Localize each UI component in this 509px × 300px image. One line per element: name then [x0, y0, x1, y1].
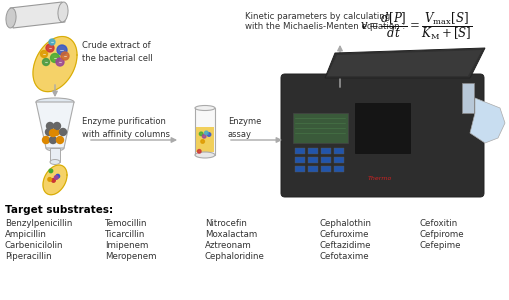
Bar: [50, 148, 60, 162]
Circle shape: [56, 58, 64, 66]
Circle shape: [42, 58, 49, 65]
Circle shape: [201, 140, 204, 143]
Circle shape: [57, 45, 67, 55]
Bar: [294, 148, 304, 154]
Text: Carbenicilolin: Carbenicilolin: [5, 241, 64, 250]
Ellipse shape: [36, 98, 74, 106]
Text: Kinetic parameters by calculating: Kinetic parameters by calculating: [244, 12, 389, 21]
Circle shape: [46, 122, 53, 130]
Text: Nitrocefin: Nitrocefin: [205, 219, 246, 228]
Ellipse shape: [50, 160, 60, 164]
Bar: [307, 166, 318, 172]
Bar: [320, 148, 330, 154]
Text: Imipenem: Imipenem: [105, 241, 148, 250]
Polygon shape: [10, 2, 65, 28]
Polygon shape: [36, 102, 74, 148]
Circle shape: [202, 134, 206, 138]
Circle shape: [45, 128, 52, 136]
Circle shape: [50, 53, 60, 62]
Bar: [307, 157, 318, 163]
Ellipse shape: [6, 8, 16, 28]
Text: Ceftazidime: Ceftazidime: [319, 241, 371, 250]
Bar: [294, 166, 304, 172]
Circle shape: [56, 136, 64, 143]
Text: Aztreonam: Aztreonam: [205, 241, 251, 250]
Bar: [333, 166, 344, 172]
Circle shape: [40, 50, 47, 58]
Text: Meropenem: Meropenem: [105, 252, 156, 261]
Bar: [294, 157, 304, 163]
Polygon shape: [326, 50, 481, 76]
Bar: [333, 148, 344, 154]
Text: Temocillin: Temocillin: [105, 219, 147, 228]
Bar: [320, 166, 330, 172]
Text: Cefotaxime: Cefotaxime: [319, 252, 369, 261]
Text: Target substrates:: Target substrates:: [5, 205, 113, 215]
Circle shape: [197, 149, 201, 153]
Text: $v = \dfrac{d[P]}{dt} = \dfrac{V_{\rm max}[S]}{K_{\rm M} + [S]}$: $v = \dfrac{d[P]}{dt} = \dfrac{V_{\rm ma…: [359, 10, 471, 42]
Text: Cefpirome: Cefpirome: [419, 230, 464, 239]
Circle shape: [51, 178, 55, 182]
Circle shape: [48, 178, 51, 181]
Polygon shape: [324, 48, 484, 78]
Circle shape: [60, 128, 66, 136]
Text: Cefuroxime: Cefuroxime: [319, 230, 369, 239]
Circle shape: [49, 39, 55, 45]
Bar: [354, 103, 409, 153]
Circle shape: [49, 130, 56, 136]
Text: Crude extract of
the bacterial cell: Crude extract of the bacterial cell: [82, 41, 153, 63]
Circle shape: [49, 169, 52, 173]
Text: Cefepime: Cefepime: [419, 241, 461, 250]
Ellipse shape: [194, 106, 215, 110]
Circle shape: [199, 132, 203, 136]
Ellipse shape: [58, 2, 68, 22]
Bar: [461, 83, 473, 113]
Text: Enzyme
assay: Enzyme assay: [228, 117, 261, 139]
Ellipse shape: [194, 152, 215, 158]
Polygon shape: [43, 165, 67, 195]
Circle shape: [207, 133, 210, 136]
FancyBboxPatch shape: [280, 74, 483, 197]
Text: Cephalothin: Cephalothin: [319, 219, 371, 228]
Bar: [293, 113, 347, 143]
Circle shape: [53, 122, 61, 130]
Text: Cephaloridine: Cephaloridine: [205, 252, 264, 261]
Circle shape: [204, 131, 208, 135]
Bar: [307, 148, 318, 154]
Polygon shape: [33, 37, 77, 92]
Bar: [320, 157, 330, 163]
Circle shape: [61, 52, 69, 60]
Text: Enzyme purification
with affinity columns: Enzyme purification with affinity column…: [82, 117, 169, 139]
Text: Ticarcillin: Ticarcillin: [105, 230, 145, 239]
Circle shape: [54, 176, 58, 179]
Text: Cefoxitin: Cefoxitin: [419, 219, 458, 228]
Text: Piperacillin: Piperacillin: [5, 252, 51, 261]
Bar: [195, 127, 214, 152]
Polygon shape: [469, 98, 504, 143]
Text: Benzylpenicillin: Benzylpenicillin: [5, 219, 72, 228]
Circle shape: [52, 128, 60, 136]
Text: with the Michaelis-Menten equation :: with the Michaelis-Menten equation :: [244, 22, 405, 31]
Circle shape: [56, 174, 60, 178]
Text: Thermo: Thermo: [367, 176, 391, 181]
Circle shape: [42, 136, 49, 143]
Circle shape: [46, 44, 54, 52]
Text: Ampicillin: Ampicillin: [5, 230, 47, 239]
Circle shape: [49, 136, 56, 143]
Ellipse shape: [46, 145, 64, 151]
Bar: [194, 108, 215, 155]
Text: Moxalactam: Moxalactam: [205, 230, 257, 239]
Bar: [333, 157, 344, 163]
